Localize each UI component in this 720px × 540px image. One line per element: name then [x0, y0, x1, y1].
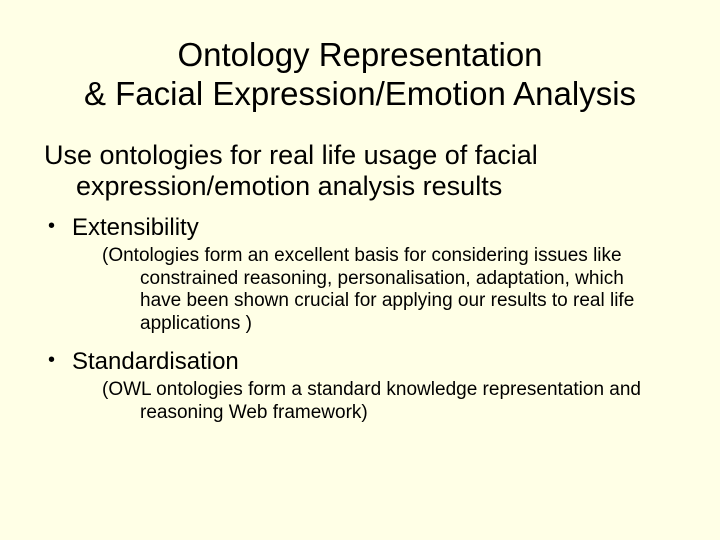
title-line-1: Ontology Representation	[177, 36, 542, 73]
title-line-2: & Facial Expression/Emotion Analysis	[84, 75, 636, 112]
slide: Ontology Representation & Facial Express…	[0, 0, 720, 540]
list-item: Extensibility (Ontologies form an excell…	[44, 214, 676, 342]
lead-text-block: Use ontologies for real life usage of fa…	[44, 140, 676, 202]
bullet-list: Extensibility (Ontologies form an excell…	[44, 214, 676, 430]
list-item: Standardisation (OWL ontologies form a s…	[44, 348, 676, 430]
bullet-label: Extensibility	[44, 214, 676, 243]
bullet-subtext: (Ontologies form an excellent basis for …	[44, 243, 676, 342]
bullet-label: Standardisation	[44, 348, 676, 377]
bullet-subtext: (OWL ontologies form a standard knowledg…	[44, 377, 676, 431]
lead-text: Use ontologies for real life usage of fa…	[44, 140, 676, 202]
slide-title: Ontology Representation & Facial Express…	[44, 36, 676, 114]
